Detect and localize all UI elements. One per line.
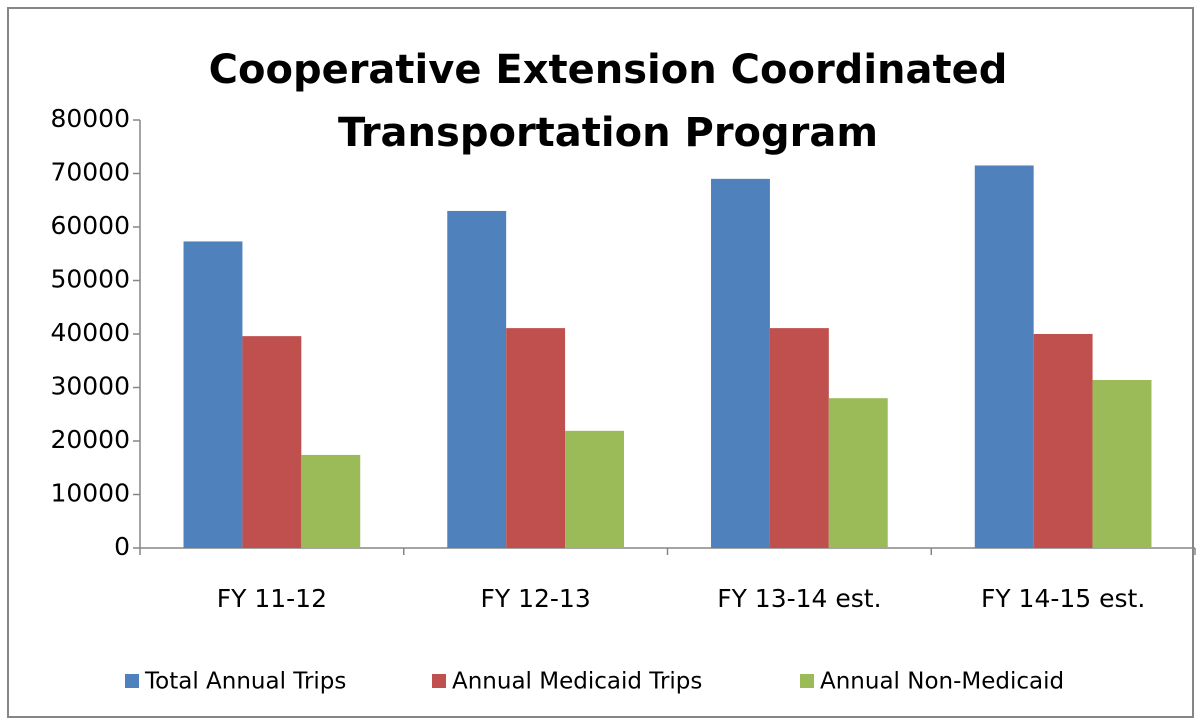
- bar: [769, 328, 829, 548]
- y-tick-label: 50000: [50, 265, 130, 294]
- y-tick-label: 30000: [50, 372, 130, 401]
- legend-label: Annual Medicaid Trips: [452, 669, 702, 695]
- bar: [1033, 334, 1093, 548]
- bar: [242, 336, 302, 548]
- x-tick-label: FY 12-13: [481, 584, 591, 613]
- y-tick-label: 80000: [50, 104, 130, 133]
- bar: [974, 165, 1034, 548]
- bar: [828, 398, 888, 548]
- bar: [711, 178, 770, 548]
- bar: [183, 241, 243, 548]
- x-tick-label: FY 13-14 est.: [717, 584, 881, 613]
- y-tick-label: 10000: [50, 479, 130, 508]
- y-tick-label: 20000: [50, 425, 130, 454]
- legend-label: Annual Non-Medicaid: [820, 669, 1064, 695]
- legend-label: Total Annual Trips: [144, 669, 346, 695]
- legend-swatch: [125, 674, 139, 688]
- bar: [301, 454, 361, 548]
- x-tick-label: FY 11-12: [217, 584, 327, 613]
- legend-swatch: [432, 674, 446, 688]
- bar: [565, 430, 624, 548]
- bar: [1092, 380, 1152, 548]
- bar: [447, 210, 507, 548]
- legend-swatch: [800, 674, 814, 688]
- y-tick-label: 70000: [50, 158, 130, 187]
- chart-title: Transportation Program: [338, 110, 878, 156]
- y-tick-label: 40000: [50, 318, 130, 347]
- chart-title: Cooperative Extension Coordinated: [209, 47, 1008, 93]
- y-tick-label: 60000: [50, 211, 130, 240]
- bar: [506, 328, 566, 548]
- y-tick-label: 0: [114, 532, 130, 561]
- x-tick-label: FY 14-15 est.: [981, 584, 1145, 613]
